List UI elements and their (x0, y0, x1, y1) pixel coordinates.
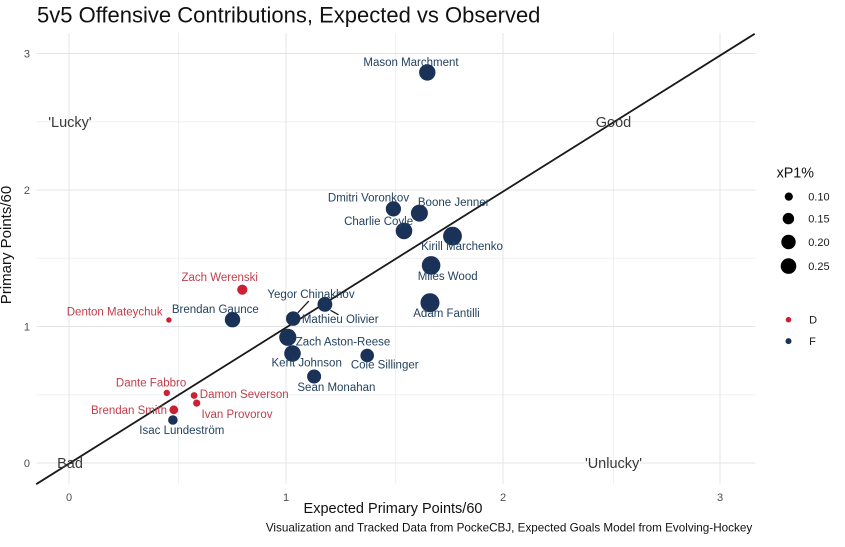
svg-text:Miles Wood: Miles Wood (418, 271, 478, 283)
svg-text:2: 2 (500, 492, 506, 504)
svg-text:Boone Jenner: Boone Jenner (418, 197, 490, 209)
svg-text:3: 3 (24, 49, 30, 61)
svg-text:Bad: Bad (57, 456, 83, 472)
svg-text:D: D (809, 315, 817, 327)
svg-text:Adam Fantilli: Adam Fantilli (413, 308, 479, 320)
svg-text:Isac Lundeström: Isac Lundeström (139, 425, 224, 437)
svg-text:F: F (809, 336, 816, 348)
svg-text:Kent Johnson: Kent Johnson (272, 358, 342, 370)
svg-text:Visualization and Tracked Data: Visualization and Tracked Data from Pock… (266, 522, 752, 535)
svg-text:Sean Monahan: Sean Monahan (297, 382, 375, 394)
svg-text:Dmitri Voronkov: Dmitri Voronkov (328, 192, 409, 204)
svg-text:Denton Mateychuk: Denton Mateychuk (67, 307, 163, 319)
svg-text:0.25: 0.25 (808, 261, 829, 273)
svg-text:2: 2 (24, 185, 30, 197)
svg-text:5v5 Offensive Contributions, E: 5v5 Offensive Contributions, Expected vs… (37, 3, 540, 28)
svg-text:'Unlucky': 'Unlucky' (585, 456, 642, 472)
svg-text:Good: Good (596, 115, 631, 131)
svg-text:xP1%: xP1% (777, 166, 815, 182)
svg-text:Damon Severson: Damon Severson (200, 389, 289, 401)
svg-text:3: 3 (717, 492, 723, 504)
svg-text:0.15: 0.15 (808, 214, 829, 226)
svg-text:'Lucky': 'Lucky' (48, 115, 92, 131)
svg-text:Zach Aston-Reese: Zach Aston-Reese (296, 337, 391, 349)
svg-text:Ivan Provorov: Ivan Provorov (202, 409, 273, 421)
svg-text:Expected Primary Points/60: Expected Primary Points/60 (304, 501, 483, 517)
svg-text:Charlie Coyle: Charlie Coyle (344, 216, 413, 228)
svg-text:Primary Points/60: Primary Points/60 (0, 186, 15, 304)
svg-text:0: 0 (24, 458, 30, 470)
svg-text:Zach Werenski: Zach Werenski (181, 272, 257, 284)
svg-text:0.20: 0.20 (808, 237, 829, 249)
svg-text:Kirill Marchenko: Kirill Marchenko (421, 241, 503, 253)
svg-text:Brendan Gaunce: Brendan Gaunce (172, 304, 259, 316)
svg-text:Cole Sillinger: Cole Sillinger (351, 359, 419, 371)
svg-text:0.10: 0.10 (808, 192, 829, 204)
svg-text:1: 1 (283, 492, 289, 504)
svg-text:Yegor Chinakhov: Yegor Chinakhov (267, 289, 354, 301)
svg-text:0: 0 (66, 492, 72, 504)
svg-text:1: 1 (24, 322, 30, 334)
svg-text:Mathieu Olivier: Mathieu Olivier (302, 314, 379, 326)
svg-text:Brendan Smith: Brendan Smith (91, 405, 167, 417)
svg-text:Dante Fabbro: Dante Fabbro (116, 377, 186, 389)
svg-text:Mason Marchment: Mason Marchment (363, 57, 459, 69)
